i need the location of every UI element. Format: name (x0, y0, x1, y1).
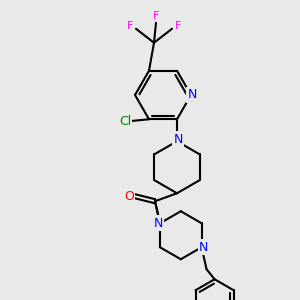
Text: N: N (187, 88, 197, 101)
Text: F: F (153, 11, 159, 21)
Text: F: F (175, 21, 181, 31)
Text: N: N (153, 217, 163, 230)
Text: O: O (124, 190, 134, 203)
Text: N: N (173, 133, 183, 146)
Text: F: F (127, 21, 133, 31)
Text: Cl: Cl (119, 115, 131, 128)
Text: N: N (199, 241, 208, 254)
